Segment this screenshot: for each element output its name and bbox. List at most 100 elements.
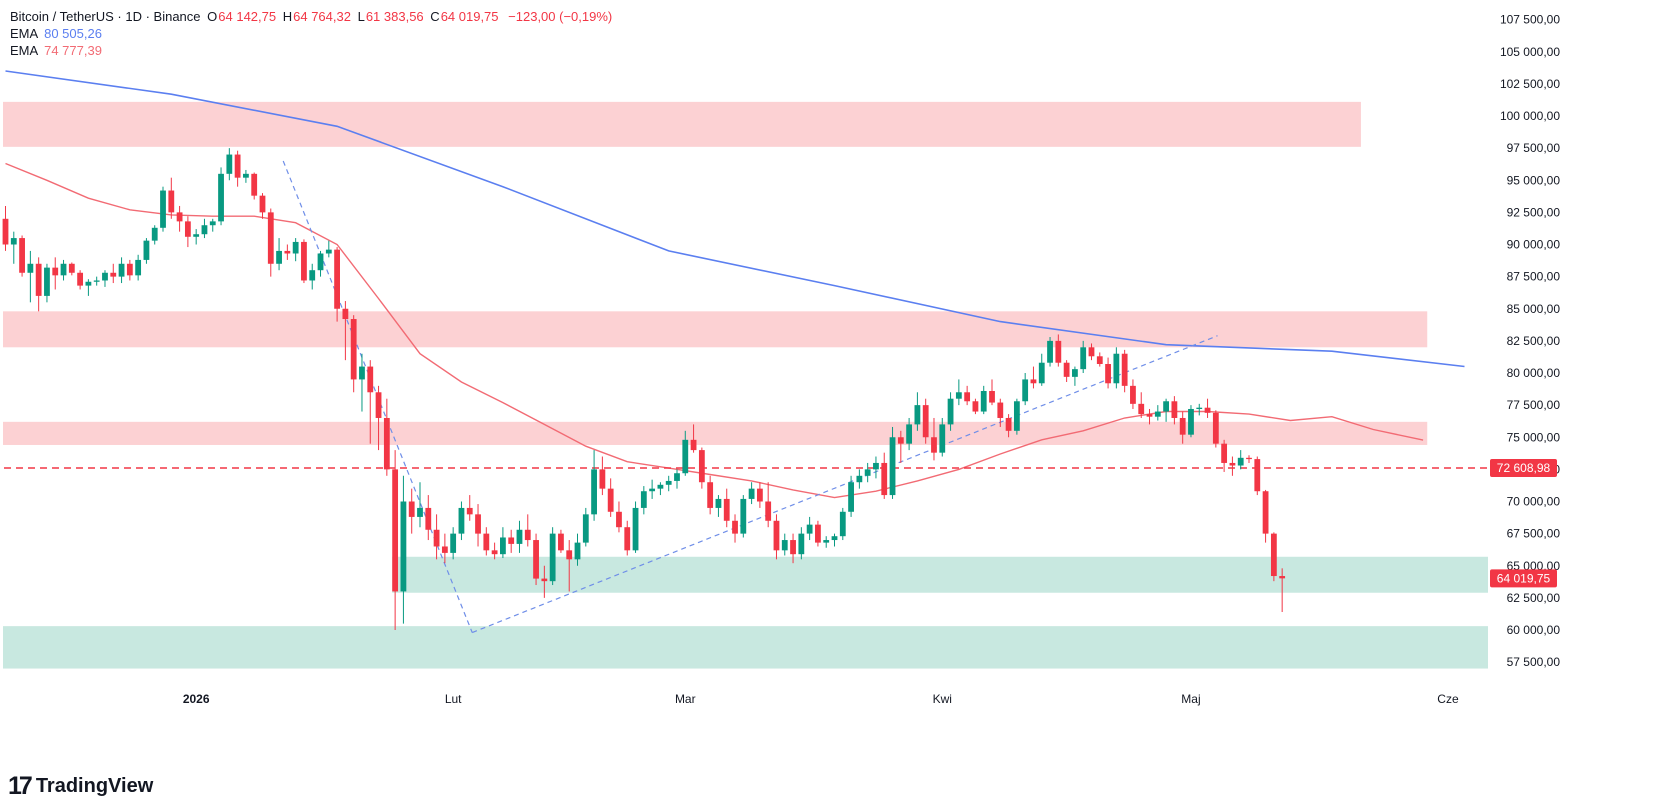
candle[interactable] [68, 262, 75, 276]
candle[interactable] [922, 398, 929, 444]
zone-green-4[interactable] [3, 626, 1488, 669]
candle[interactable] [1279, 568, 1286, 613]
candle[interactable] [184, 216, 191, 248]
candle[interactable] [243, 169, 249, 183]
candle[interactable] [383, 398, 390, 476]
candle[interactable] [815, 520, 821, 547]
candle[interactable] [126, 259, 133, 281]
candle[interactable] [334, 247, 340, 322]
candle[interactable] [1204, 398, 1211, 418]
candle[interactable] [624, 520, 631, 556]
candle[interactable] [118, 257, 125, 284]
candle[interactable] [914, 392, 921, 431]
candle[interactable] [317, 250, 324, 277]
candle[interactable] [176, 205, 183, 232]
candle[interactable] [52, 257, 59, 290]
candle[interactable] [1088, 343, 1095, 361]
candle[interactable] [582, 507, 589, 547]
hline-price-label[interactable]: 72 608,98 [1490, 458, 1557, 477]
candle[interactable] [1030, 366, 1037, 389]
candle[interactable] [234, 150, 241, 187]
candle[interactable] [143, 238, 150, 264]
candle[interactable] [881, 452, 888, 499]
candle[interactable] [110, 263, 117, 284]
candle[interactable] [259, 193, 266, 219]
zone-red-2[interactable] [3, 421, 1428, 445]
candle[interactable] [10, 231, 17, 264]
candle[interactable] [1005, 414, 1012, 438]
candle[interactable] [997, 398, 1004, 427]
candle[interactable] [276, 238, 282, 271]
candle[interactable] [441, 533, 448, 564]
candle[interactable] [44, 263, 50, 303]
candle[interactable] [301, 239, 307, 284]
candle[interactable] [508, 529, 515, 553]
candle[interactable] [19, 235, 25, 277]
candle[interactable] [756, 482, 763, 508]
candle[interactable] [980, 385, 987, 415]
candle[interactable] [1237, 450, 1244, 470]
zone-red-1[interactable] [3, 311, 1428, 348]
candle[interactable] [1080, 340, 1087, 373]
candle[interactable] [433, 514, 440, 560]
candle[interactable] [831, 533, 838, 547]
candle[interactable] [732, 514, 738, 543]
candle[interactable] [1063, 360, 1070, 382]
candle[interactable] [168, 177, 175, 219]
candle[interactable] [2, 205, 9, 251]
candle[interactable] [839, 507, 846, 541]
ema-short-row[interactable]: EMA 74 777,39 [10, 42, 612, 59]
candle[interactable] [632, 501, 639, 553]
candle[interactable] [1229, 456, 1236, 476]
candle[interactable] [466, 495, 473, 521]
candle[interactable] [1179, 411, 1186, 444]
ema-long-row[interactable]: EMA 80 505,26 [10, 25, 612, 42]
candle[interactable] [458, 501, 465, 541]
candle[interactable] [640, 486, 647, 515]
candle[interactable] [989, 379, 995, 406]
candle[interactable] [657, 482, 664, 496]
candle[interactable] [599, 456, 606, 496]
ema-short-line[interactable] [5, 162, 1424, 499]
candle[interactable] [790, 533, 796, 564]
candle[interactable] [160, 186, 166, 232]
candle[interactable] [392, 450, 399, 630]
candle[interactable] [425, 495, 432, 541]
candle[interactable] [292, 238, 299, 262]
candle[interactable] [102, 270, 108, 287]
candle[interactable] [748, 482, 755, 505]
candle[interactable] [408, 488, 415, 534]
candle[interactable] [201, 218, 208, 239]
candle[interactable] [889, 426, 896, 499]
candle[interactable] [500, 527, 506, 559]
candle[interactable] [1055, 334, 1062, 367]
candle[interactable] [1146, 408, 1153, 425]
candle[interactable] [1072, 366, 1078, 386]
candle[interactable] [483, 527, 490, 556]
price-axis[interactable]: 57 500,00 60 000,00 62 500,00 65 000,00 67 5… [1500, 13, 1560, 670]
candle[interactable] [955, 379, 962, 406]
candle[interactable] [284, 244, 291, 260]
candle[interactable] [765, 482, 772, 528]
candle[interactable] [856, 469, 863, 489]
candle[interactable] [1038, 353, 1045, 386]
candle[interactable] [1254, 456, 1261, 496]
candle[interactable] [27, 250, 34, 303]
candle[interactable] [1188, 405, 1194, 438]
candle[interactable] [309, 263, 316, 290]
candle[interactable] [1096, 352, 1103, 367]
candle[interactable] [226, 148, 233, 181]
candle[interactable] [607, 478, 614, 517]
candle[interactable] [60, 259, 67, 281]
candle[interactable] [690, 424, 697, 453]
candle[interactable] [516, 520, 523, 553]
candle[interactable] [972, 398, 979, 415]
candle[interactable] [267, 208, 274, 277]
candle[interactable] [135, 254, 142, 281]
candle[interactable] [906, 417, 913, 451]
candle[interactable] [848, 475, 854, 517]
candle[interactable] [1113, 347, 1120, 389]
candle[interactable] [359, 353, 365, 412]
candle[interactable] [574, 533, 581, 566]
candle[interactable] [897, 430, 904, 463]
